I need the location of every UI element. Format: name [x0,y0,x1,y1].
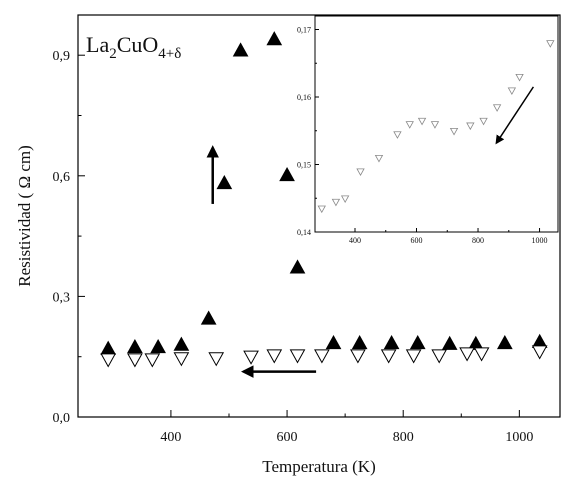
main-x-tick-label: 800 [393,430,414,445]
main-filled-triangle-point [351,334,368,350]
main-filled-triangle-point [173,336,190,351]
inset-open-triangle-point [374,154,384,163]
main-x-tick-label: 1000 [505,430,533,445]
main-filled-triangle-point [216,174,233,190]
main-filled-triangle-point [289,259,306,274]
main-open-triangle-point [380,349,397,364]
main-open-triangle-point [459,347,475,362]
main-filled-triangle-point [100,340,117,355]
compound-formula: La2CuO4+δ [86,32,181,62]
main-filled-triangle-point [232,42,249,57]
inset-x-tick-label: 400 [349,236,361,245]
x-axis-title: Temperatura (K) [262,457,376,476]
main-x-tick-label: 600 [277,430,298,445]
inset-open-triangle-point [356,168,365,176]
main-axis-ticks: 400 600 800 1000 0,0 0,3 0,6 0,9 [53,49,534,445]
main-open-triangle-point [100,353,117,368]
main-open-triangle-point [127,353,143,368]
main-open-triangle-point [431,349,448,364]
inset-open-triangle-point [466,122,475,131]
inset-open-triangle-point [331,198,341,207]
main-filled-triangle-point [279,166,295,182]
main-y-tick-label: 0,6 [53,170,71,185]
main-y-tick-label: 0,0 [53,411,71,426]
inset-y-tick-label: 0,15 [297,161,311,170]
inset-open-triangle-point [507,87,517,95]
inset-x-tick-label: 1000 [532,236,548,245]
main-filled-triangle-point [266,31,283,46]
inset-open-triangle-point [405,121,414,129]
inset-open-triangle-point [479,117,488,126]
main-filled-triangle-point [383,334,400,350]
main-open-triangle-point [266,349,283,364]
inset-series [317,40,555,214]
main-filled-triangle-point [150,339,166,354]
main-filled-triangle-point [441,335,458,350]
main-open-triangle-point [314,349,330,364]
inset-open-triangle-point [449,127,459,136]
inset-open-triangle-point [317,205,326,214]
main-open-triangle-point [144,353,161,368]
main-y-tick-label: 0,3 [53,290,71,305]
y-axis-title: Resistividad ( Ω cm) [15,145,34,287]
inset-y-tick-label: 0,16 [297,93,311,102]
inset-open-triangle-point [546,40,555,48]
main-plot-frame [77,14,561,418]
main-open-triangle-point [208,352,225,367]
main-filled-triangle-point [325,334,342,350]
main-open-triangle-point [531,345,548,360]
main-open-triangle-point [350,349,366,364]
inset-open-triangle-point [393,131,402,139]
inset-open-triangle-point [417,117,427,126]
main-filled-triangle-point [200,310,217,325]
main-open-triangle-point [173,352,190,367]
inset-y-tick-label: 0,14 [297,228,311,237]
inset-x-tick-label: 600 [411,236,423,245]
inset-open-triangle-point [340,195,350,203]
main-x-tick-label: 400 [160,430,181,445]
inset-y-tick-label: 0,17 [297,26,311,35]
main-filled-triangle-point [496,334,513,350]
main-open-triangle-point [473,347,490,362]
main-y-tick-label: 0,9 [53,49,71,64]
main-arrows [206,145,317,378]
main-open-triangle-point [243,350,259,365]
main-filled-triangle-point [409,334,426,350]
main-filled-triangle-point [127,339,143,354]
inset-open-triangle-point [430,121,440,129]
inset-arrows [495,86,535,145]
inset-x-tick-label: 800 [472,236,484,245]
inset-axis-ticks: 400 600 800 1000 0,14 0,15 0,16 0,17 [297,26,548,246]
main-series [100,31,548,368]
inset-open-triangle-point [492,104,502,112]
main-open-triangle-point [289,349,306,364]
inset-open-triangle-point [515,73,524,82]
main-open-triangle-point [405,349,422,364]
inset-arrow-down-left [495,86,535,145]
